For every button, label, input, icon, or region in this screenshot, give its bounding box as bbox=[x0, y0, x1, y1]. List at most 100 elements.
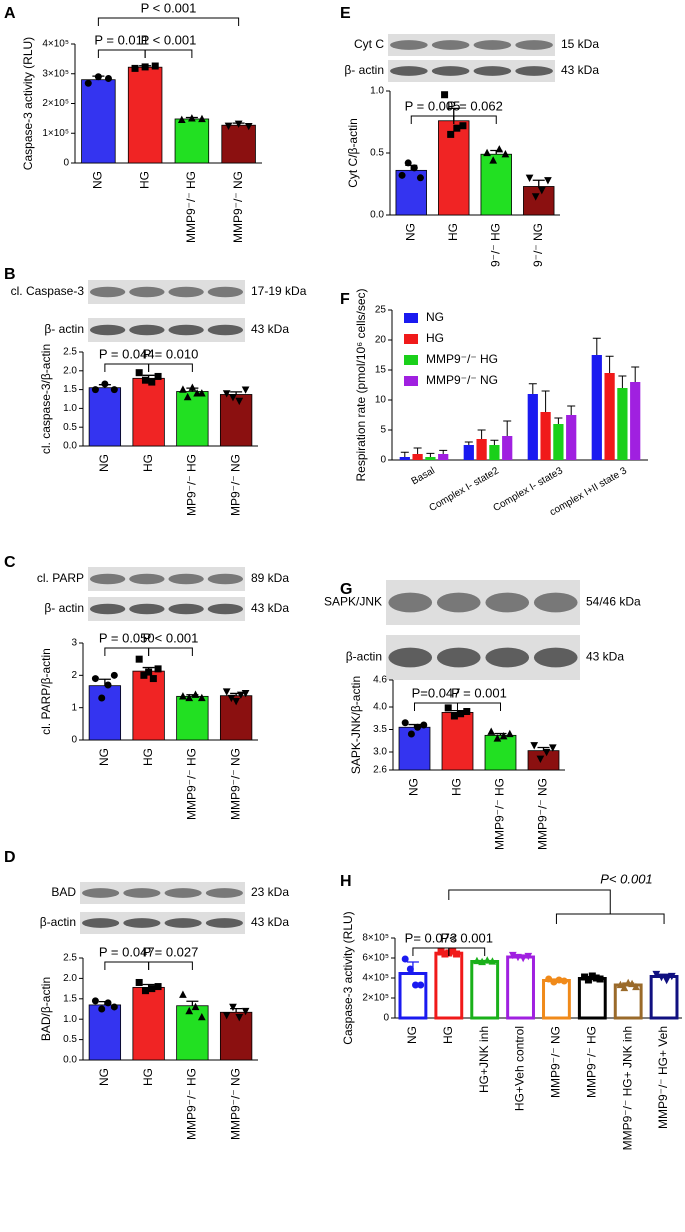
legend-swatch bbox=[404, 355, 418, 365]
y-tick-label: 3.5 bbox=[373, 724, 387, 735]
blot-size: 43 kDa bbox=[251, 322, 289, 336]
bar bbox=[591, 355, 602, 460]
blot-band bbox=[533, 647, 578, 668]
bar bbox=[81, 79, 116, 164]
y-tick-label: 3 bbox=[71, 638, 77, 649]
x-tick-label: HG bbox=[446, 223, 460, 241]
data-point bbox=[447, 130, 455, 138]
blot-size: 17-19 kDa bbox=[251, 284, 307, 298]
blot-label: β-actin bbox=[40, 915, 76, 929]
data-point bbox=[524, 952, 533, 961]
y-tick-label: 2.5 bbox=[63, 953, 77, 964]
bar bbox=[489, 445, 500, 460]
data-point bbox=[179, 990, 187, 998]
bracket bbox=[448, 947, 486, 956]
data-point bbox=[444, 704, 452, 712]
bar bbox=[412, 454, 423, 460]
y-tick-label: 0 bbox=[71, 735, 77, 746]
data-point bbox=[154, 665, 162, 673]
error-bar bbox=[528, 383, 537, 394]
bar bbox=[506, 955, 535, 1020]
error-bar bbox=[400, 451, 409, 457]
bar bbox=[630, 382, 641, 460]
data-point bbox=[91, 386, 99, 394]
x-tick-label: NG bbox=[97, 1068, 111, 1086]
p-value: P< 0.001 bbox=[600, 871, 652, 886]
y-tick-label: 15 bbox=[375, 365, 387, 376]
data-point bbox=[667, 972, 676, 981]
x-tick-label: NG bbox=[405, 1026, 419, 1044]
error-bar bbox=[494, 732, 507, 736]
blot-band bbox=[436, 592, 481, 613]
bar bbox=[88, 387, 122, 447]
data-point bbox=[191, 690, 200, 698]
data-point bbox=[234, 120, 243, 128]
data-point bbox=[495, 145, 504, 153]
blot-band bbox=[168, 603, 204, 615]
bar bbox=[221, 124, 256, 164]
y-axis-label: Caspase-3 activity (RLU) bbox=[341, 911, 355, 1044]
bar bbox=[127, 66, 163, 164]
data-point bbox=[84, 79, 92, 87]
x-tick-label: 9⁻/⁻ NG bbox=[531, 223, 545, 267]
bracket bbox=[448, 889, 665, 924]
data-point bbox=[110, 671, 118, 679]
data-point bbox=[141, 987, 149, 995]
data-point bbox=[229, 393, 237, 402]
data-point bbox=[662, 976, 671, 985]
data-point bbox=[588, 972, 596, 980]
p-value: P = 0.044 bbox=[99, 346, 155, 361]
y-tick-label: 1.0 bbox=[63, 403, 77, 414]
y-tick-label: 6×10⁵ bbox=[362, 953, 389, 964]
blot-label: cl. PARP bbox=[37, 571, 84, 585]
bar bbox=[470, 960, 500, 1020]
blot-size: 43 kDa bbox=[561, 63, 599, 77]
data-point bbox=[508, 951, 517, 960]
data-point bbox=[628, 979, 636, 988]
blot-strip bbox=[388, 60, 555, 82]
error-bar bbox=[554, 417, 563, 424]
data-point bbox=[188, 114, 196, 122]
data-point bbox=[407, 730, 415, 738]
bar bbox=[132, 986, 165, 1061]
data-point bbox=[652, 970, 661, 979]
y-tick-label: 5 bbox=[380, 425, 386, 436]
blot-band bbox=[168, 286, 204, 298]
blot-size: 23 kDa bbox=[251, 885, 289, 899]
error-bar bbox=[490, 439, 499, 445]
bracket bbox=[144, 49, 193, 58]
blot-band bbox=[129, 603, 165, 615]
data-point bbox=[104, 681, 112, 689]
data-point bbox=[101, 380, 109, 388]
panel-letter: E bbox=[340, 5, 351, 22]
bar bbox=[480, 153, 512, 216]
x-tick-label: MMP9⁻/⁻ HG bbox=[185, 1068, 199, 1140]
x-tick-label: HG bbox=[141, 1068, 155, 1086]
p-value: P = 0.010 bbox=[143, 346, 199, 361]
y-tick-label: 1 bbox=[71, 702, 77, 713]
panel-letter: H bbox=[340, 873, 352, 890]
data-point bbox=[536, 755, 545, 763]
bracket bbox=[104, 647, 150, 656]
p-value: P = 0.005 bbox=[405, 98, 461, 113]
data-point bbox=[179, 692, 187, 700]
x-tick-label: MMP9⁻/⁻ NG bbox=[231, 171, 245, 243]
data-point bbox=[191, 1002, 200, 1011]
blot-size: 89 kDa bbox=[251, 571, 289, 585]
data-point bbox=[401, 719, 409, 727]
p-value: P = 0.050 bbox=[99, 630, 155, 645]
data-point bbox=[154, 372, 162, 380]
data-point bbox=[185, 693, 194, 702]
data-point bbox=[241, 386, 250, 394]
data-point bbox=[222, 688, 231, 696]
y-axis-label: SAPK-JNK/β-actin bbox=[349, 676, 363, 774]
bar bbox=[604, 373, 615, 460]
data-point bbox=[525, 174, 534, 182]
data-point bbox=[98, 1005, 106, 1013]
bar bbox=[566, 415, 577, 460]
y-tick-label: 0.0 bbox=[63, 1055, 77, 1066]
data-point bbox=[457, 710, 465, 718]
data-point bbox=[548, 744, 557, 752]
bar bbox=[88, 1004, 122, 1061]
blot-band bbox=[168, 573, 204, 585]
